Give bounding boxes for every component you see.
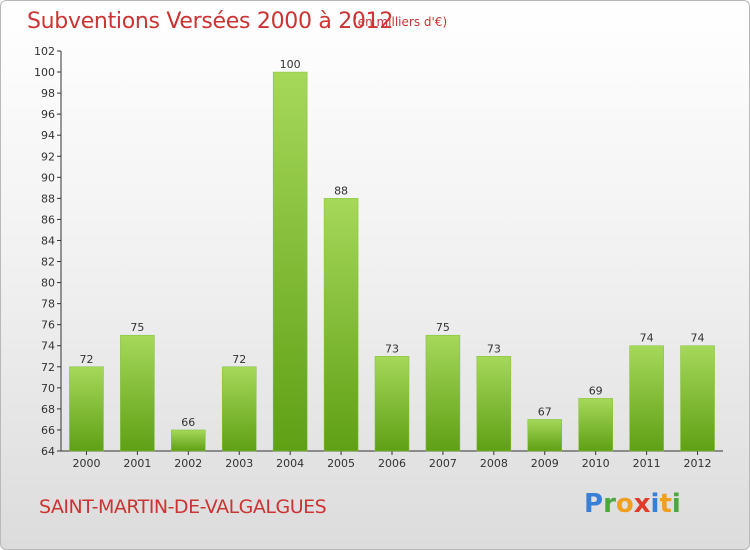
- axes: 64 66 68 70 72 74 76 78 80 82 84 86 88 90 92 94 96 98 100 1…: [34, 45, 723, 458]
- logo-letter: P: [584, 489, 604, 519]
- y-tick-label: 102: [34, 45, 55, 58]
- bar: [425, 334, 461, 452]
- y-tick-label: 94: [41, 129, 55, 142]
- data-label: 72: [79, 353, 93, 366]
- data-label: 72: [232, 353, 246, 366]
- bars: [69, 71, 715, 452]
- data-label: 73: [385, 342, 399, 355]
- chart-subtitle: (en milliers d'€): [353, 15, 448, 29]
- y-tick-label: 100: [34, 66, 55, 79]
- x-tick-label: 2009: [531, 457, 559, 470]
- data-label: 75: [436, 321, 450, 334]
- chart-title: Subventions Versées 2000 à 2012: [27, 9, 394, 34]
- bar: [120, 334, 155, 452]
- y-tick-label: 82: [41, 256, 55, 269]
- y-tick-label: 64: [41, 445, 55, 458]
- x-tick-label: 2007: [429, 457, 457, 470]
- y-tick-label: 92: [41, 150, 55, 163]
- data-label: 88: [334, 184, 348, 197]
- bar: [323, 198, 359, 452]
- y-tick-label: 78: [41, 298, 55, 311]
- bar: [374, 356, 410, 452]
- x-tick-label: 2004: [276, 457, 304, 470]
- y-tick-label: 72: [41, 361, 55, 374]
- y-tick-label: 84: [41, 234, 55, 247]
- bar: [476, 356, 512, 452]
- data-label: 73: [487, 342, 501, 355]
- y-tick-label: 86: [41, 213, 55, 226]
- data-label: 75: [130, 321, 144, 334]
- logo-letter: o: [615, 489, 634, 519]
- y-tick-label: 88: [41, 192, 55, 205]
- y-tick-label: 74: [41, 340, 55, 353]
- bar: [69, 366, 104, 452]
- y-tick-label: 68: [41, 403, 55, 416]
- data-label: 69: [589, 384, 603, 397]
- data-label: 74: [691, 332, 705, 345]
- bar: [680, 345, 715, 452]
- data-label: 100: [280, 58, 301, 71]
- y-tick-label: 98: [41, 87, 55, 100]
- labels: 2000 72 2001 75 2002 66 2003 72 2004 100 2005 88 200…: [72, 58, 711, 470]
- y-tick-label: 80: [41, 277, 55, 290]
- data-label: 66: [181, 416, 195, 429]
- proxiti-logo[interactable]: Proxiti: [584, 489, 681, 519]
- y-tick-label: 90: [41, 171, 55, 184]
- y-tick-label: 96: [41, 108, 55, 121]
- data-label: 67: [538, 405, 552, 418]
- bar: [272, 71, 308, 452]
- x-tick-label: 2003: [225, 457, 253, 470]
- x-tick-label: 2006: [378, 457, 406, 470]
- x-tick-label: 2011: [633, 457, 661, 470]
- bar: [171, 429, 206, 452]
- logo-letter: i: [671, 489, 681, 519]
- logo-letter: r: [603, 489, 616, 519]
- data-label: 74: [640, 332, 654, 345]
- bar: [629, 345, 664, 452]
- bar: [578, 398, 613, 452]
- y-tick-label: 76: [41, 319, 55, 332]
- x-tick-label: 2002: [174, 457, 202, 470]
- bar: [527, 419, 563, 452]
- x-tick-label: 2000: [72, 457, 100, 470]
- logo-letter: t: [659, 489, 672, 519]
- logo-letter: x: [633, 489, 651, 519]
- y-tick-label: 66: [41, 424, 55, 437]
- bar: [221, 366, 257, 452]
- x-tick-label: 2001: [123, 457, 151, 470]
- x-tick-label: 2012: [684, 457, 712, 470]
- logo-letter: i: [650, 489, 660, 519]
- commune-name: SAINT-MARTIN-DE-VALGALGUES: [39, 496, 327, 518]
- x-tick-label: 2005: [327, 457, 355, 470]
- x-tick-label: 2008: [480, 457, 508, 470]
- x-tick-label: 2010: [582, 457, 610, 470]
- y-tick-label: 70: [41, 382, 55, 395]
